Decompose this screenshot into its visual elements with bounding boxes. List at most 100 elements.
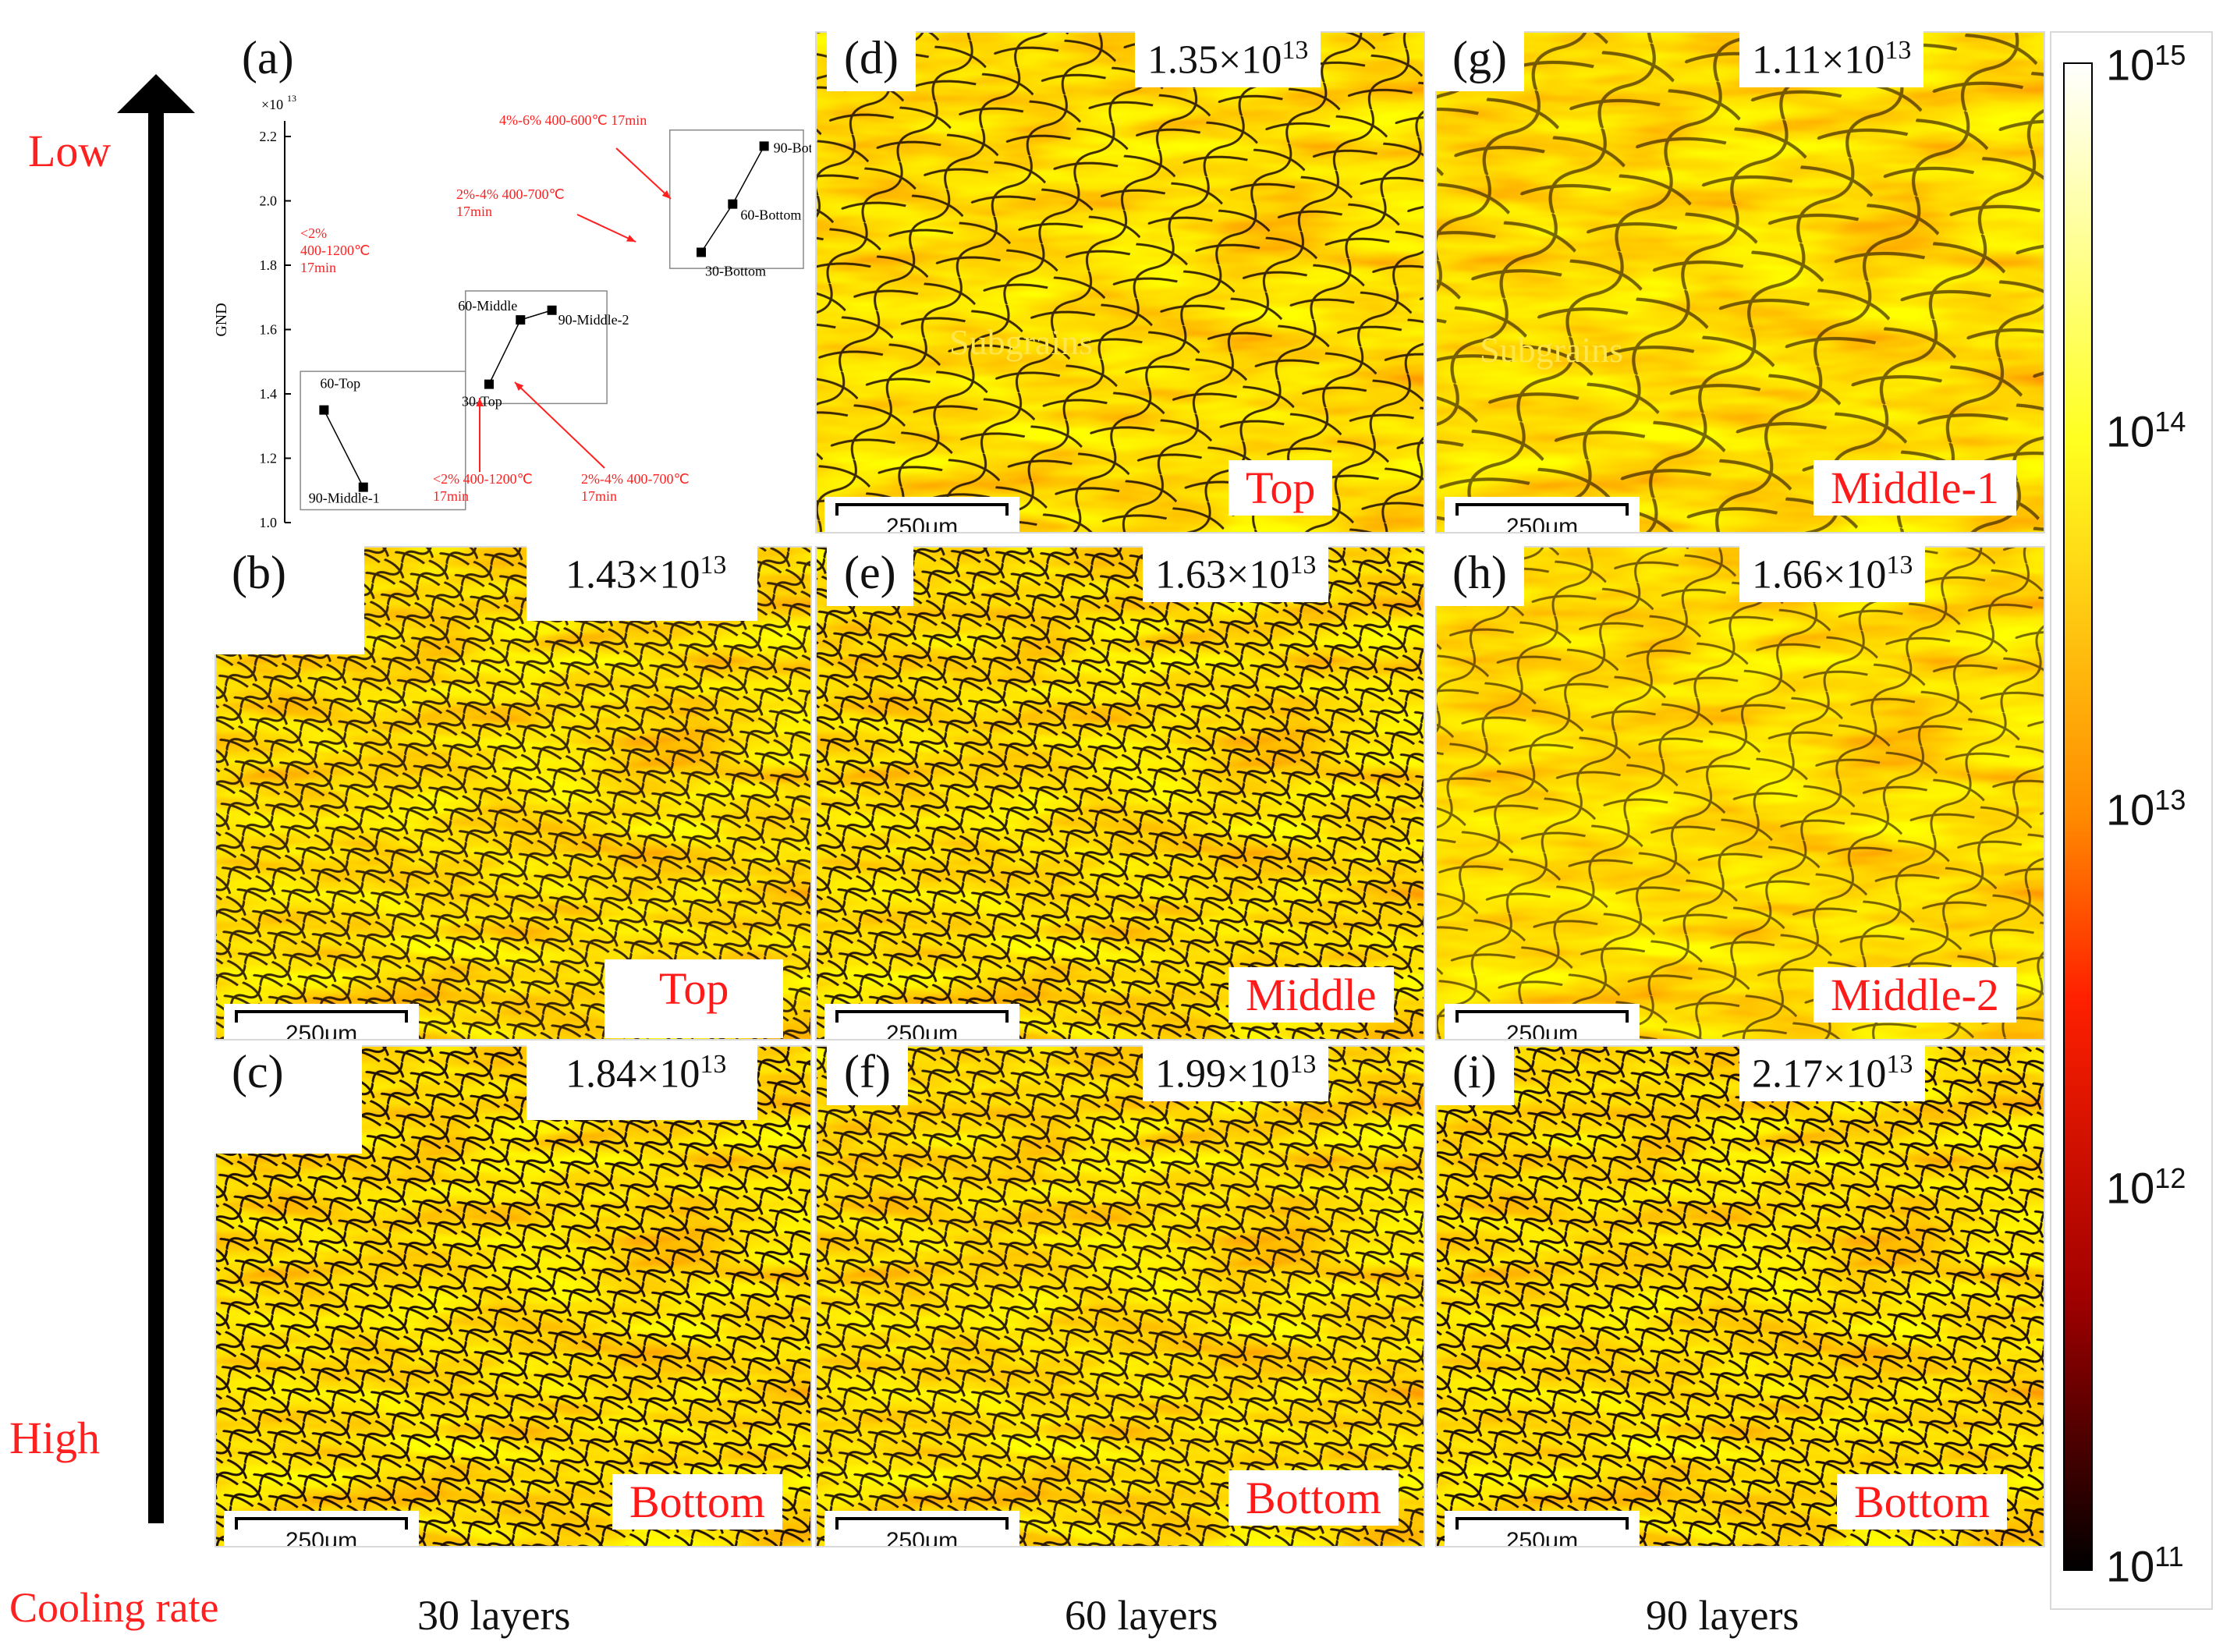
panel-letter-a: (a) — [242, 32, 294, 83]
y-axis-label: GND — [213, 303, 230, 336]
column-label-90: 90 layers — [1646, 1592, 1799, 1639]
column-label-60: 60 layers — [1065, 1592, 1218, 1639]
colorbar-label-12: 1012 — [2106, 1162, 2186, 1213]
high-label: High — [9, 1413, 100, 1463]
annotation-arrowhead — [626, 235, 636, 242]
cooling-rate-label: Cooling rate — [9, 1584, 219, 1631]
annotation-arrow — [514, 381, 605, 469]
scalebar-c: 250μm — [224, 1511, 419, 1546]
position-label-i: Bottom — [1837, 1474, 2008, 1530]
panel-h: 250μm — [1435, 546, 2045, 1040]
colorbar-label-15: 1015 — [2106, 39, 2186, 90]
position-label-h: Middle-2 — [1814, 967, 2016, 1023]
panel-letter-e: (e) — [827, 546, 913, 606]
colorbar — [2063, 62, 2093, 1571]
annotation-arrowhead — [476, 398, 484, 407]
y-tick-label: 1.8 — [260, 257, 278, 273]
scalebar-i: 250μm — [1445, 1511, 1640, 1546]
annotation-arrowhead — [661, 190, 671, 199]
position-label-f: Bottom — [1229, 1470, 1399, 1526]
panel-letter-b: (b) — [215, 546, 364, 654]
gnd-value-g: 1.11×1013 — [1739, 31, 1924, 88]
annotation-arrow — [615, 147, 672, 200]
cooling-rate-arrow — [117, 74, 195, 1523]
panel-f: 250μm — [815, 1045, 1425, 1547]
panel-letter-d: (d) — [827, 31, 916, 91]
annotation-text: 4%-6% 400-600℃ 17min — [499, 112, 647, 128]
scalebar-f: 250μm — [824, 1511, 1019, 1546]
position-label-e: Middle — [1229, 967, 1394, 1023]
data-point — [697, 247, 707, 257]
group-box — [668, 129, 804, 269]
series-line — [700, 146, 765, 253]
point-label: 90-Middle-1 — [309, 491, 380, 506]
annotation-text: 17min — [456, 204, 492, 219]
position-label-b: Top — [605, 959, 784, 1038]
gnd-value-i: 2.17×1013 — [1739, 1045, 1926, 1102]
panel-g: Subgrains 250μm — [1435, 31, 2045, 534]
annotation-text: 400-1200℃ — [300, 243, 370, 258]
colorbar-label-11: 1011 — [2106, 1540, 2184, 1591]
panel-a-chart: 1.0 1.2 1.4 1.6 1.8 2.0 2.2 ×10 13 GND 60-Top 90-Mi… — [211, 62, 811, 538]
point-label: 30-Top — [462, 394, 502, 409]
point-label: 90-Middle-2 — [558, 312, 629, 328]
gnd-map-i — [1437, 1047, 2044, 1546]
gnd-map-d — [817, 33, 1424, 532]
group-box — [300, 370, 466, 511]
annotation-text: <2% — [300, 225, 327, 241]
annotation-text: <2% 400-1200℃ — [433, 471, 533, 487]
y-tick-label: 1.2 — [260, 451, 278, 466]
gnd-value-h: 1.66×1013 — [1739, 546, 1926, 603]
colorbar-label-14: 1014 — [2106, 406, 2186, 456]
y-tick-label: 1.0 — [260, 515, 278, 530]
panel-letter-i: (i) — [1435, 1045, 1514, 1105]
scalebar-d: 250μm — [824, 497, 1019, 532]
panel-letter-f: (f) — [827, 1045, 908, 1105]
data-point — [484, 379, 494, 389]
gnd-value-b: 1.43×1013 — [527, 546, 758, 622]
y-tick-label: 1.6 — [260, 322, 278, 338]
gnd-map-h — [1437, 548, 2044, 1039]
gnd-map-f — [817, 1047, 1424, 1546]
panel-letter-g: (g) — [1435, 31, 1524, 91]
annotation-text: 2%-4% 400-700℃ — [581, 471, 690, 487]
panel-letter-h: (h) — [1435, 546, 1524, 606]
annotation-text: 17min — [581, 488, 617, 504]
gnd-scatter-svg: 1.0 1.2 1.4 1.6 1.8 2.0 2.2 ×10 13 GND 60-Top 90-Mi… — [213, 93, 811, 530]
data-point — [319, 405, 329, 415]
data-point — [516, 315, 526, 325]
data-point — [358, 482, 368, 492]
low-label: Low — [28, 126, 112, 176]
y-multiplier-exp: 13 — [287, 93, 296, 104]
data-point — [759, 141, 769, 151]
point-label: 60-Top — [320, 376, 360, 392]
gnd-map-g — [1437, 33, 2044, 532]
point-label: 90-Bottom — [774, 140, 811, 155]
colorbar-gradient — [2065, 64, 2091, 1569]
gnd-value-f: 1.99×1013 — [1143, 1045, 1329, 1102]
gnd-map-e — [817, 548, 1424, 1039]
subgrains-label-d: Subgrains — [949, 322, 1093, 362]
y-multiplier: ×10 — [261, 97, 283, 112]
y-tick-label: 2.2 — [260, 129, 278, 144]
data-point — [728, 199, 738, 209]
data-point — [547, 305, 557, 315]
gnd-value-c: 1.84×1013 — [527, 1045, 758, 1121]
column-label-30: 30 layers — [417, 1592, 571, 1639]
point-label: 60-Middle — [458, 298, 517, 314]
series-line — [323, 409, 364, 487]
annotation-text: 17min — [433, 488, 469, 504]
gnd-value-d: 1.35×1013 — [1135, 31, 1321, 88]
scalebar-e: 250μm — [824, 1004, 1019, 1039]
annotation-arrowhead — [515, 382, 524, 392]
position-label-g: Middle-1 — [1814, 460, 2016, 516]
y-tick-label: 2.0 — [260, 193, 278, 209]
panel-letter-c: (c) — [215, 1045, 362, 1154]
scalebar-h: 250μm — [1445, 1004, 1640, 1039]
point-label: 30-Bottom — [705, 264, 766, 279]
position-label-d: Top — [1229, 460, 1333, 516]
colorbar-label-13: 1013 — [2106, 784, 2186, 835]
subgrains-label-g: Subgrains — [1480, 330, 1623, 370]
point-label: 60-Bottom — [740, 207, 801, 223]
panel-i: 250μm — [1435, 1045, 2045, 1547]
